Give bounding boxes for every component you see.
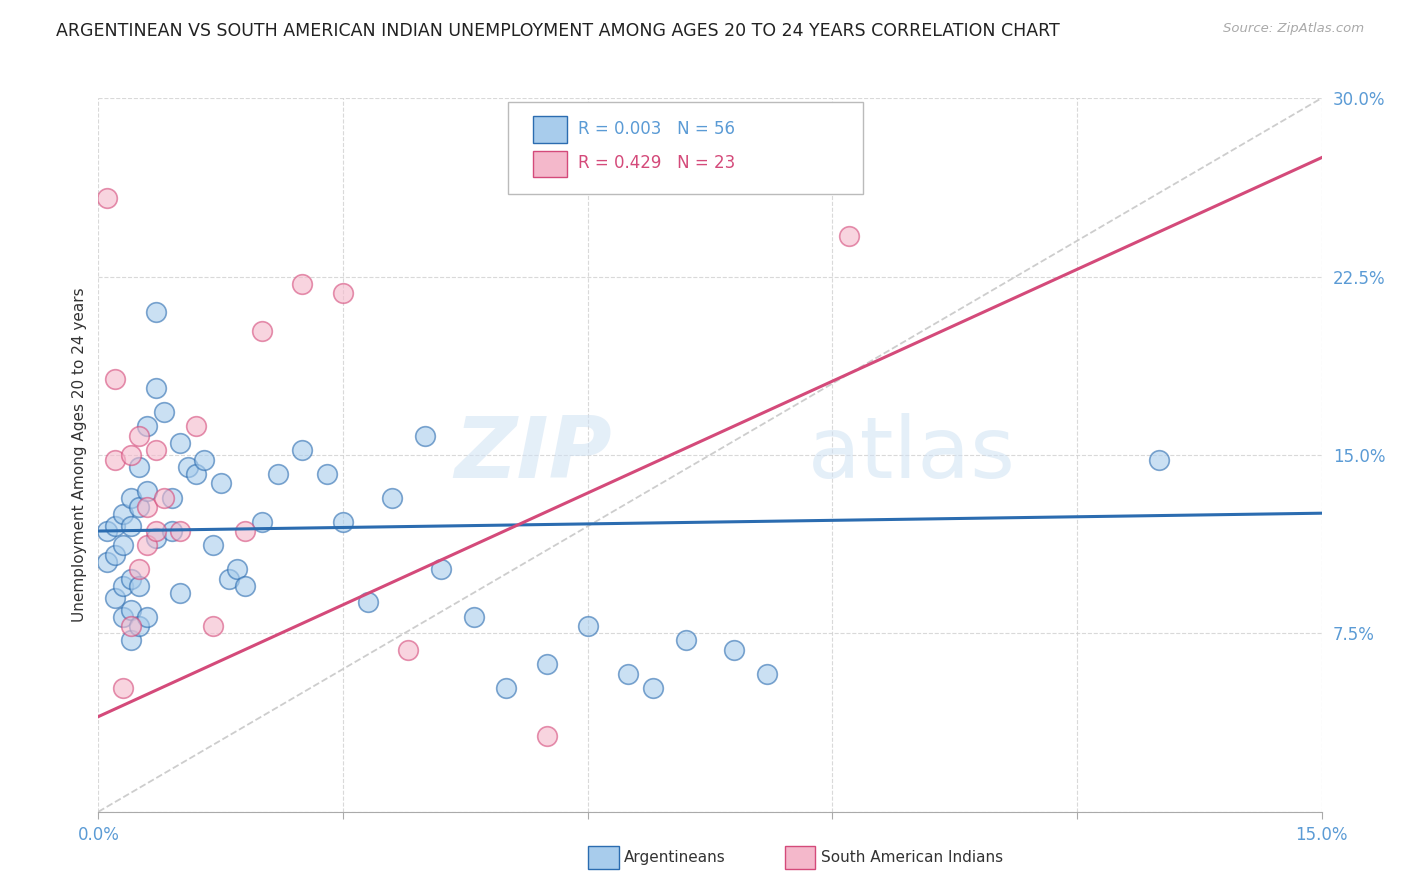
Point xyxy=(250,324,273,338)
Point xyxy=(128,619,150,633)
Point xyxy=(233,524,256,538)
Point xyxy=(177,459,200,474)
Point xyxy=(250,515,273,529)
Point xyxy=(169,436,191,450)
Point xyxy=(136,419,159,434)
Point xyxy=(576,619,599,633)
Point xyxy=(104,372,127,386)
Point xyxy=(267,467,290,481)
Point xyxy=(169,524,191,538)
Point xyxy=(120,519,142,533)
Point xyxy=(120,572,142,586)
Point xyxy=(145,531,167,545)
Point xyxy=(201,619,224,633)
Point xyxy=(160,491,183,505)
Text: R = 0.003   N = 56: R = 0.003 N = 56 xyxy=(578,120,735,137)
Point xyxy=(617,666,640,681)
Point xyxy=(120,491,142,505)
Point xyxy=(396,643,419,657)
Point xyxy=(495,681,517,695)
FancyBboxPatch shape xyxy=(533,116,567,143)
Point xyxy=(145,524,167,538)
Point xyxy=(641,681,664,695)
Point xyxy=(152,491,174,505)
Text: atlas: atlas xyxy=(808,413,1017,497)
Text: R = 0.429   N = 23: R = 0.429 N = 23 xyxy=(578,154,735,172)
Point xyxy=(111,609,134,624)
Point xyxy=(128,500,150,515)
Point xyxy=(104,452,127,467)
FancyBboxPatch shape xyxy=(508,102,863,194)
FancyBboxPatch shape xyxy=(533,151,567,178)
Point xyxy=(96,524,118,538)
Point xyxy=(536,729,558,743)
Text: ZIP: ZIP xyxy=(454,413,612,497)
Point xyxy=(111,508,134,522)
Text: Argentineans: Argentineans xyxy=(624,850,725,864)
Point xyxy=(120,633,142,648)
Point xyxy=(120,448,142,462)
Point xyxy=(1147,452,1170,467)
Point xyxy=(332,515,354,529)
Point xyxy=(463,609,485,624)
Point xyxy=(291,443,314,458)
Point xyxy=(169,586,191,600)
Point xyxy=(332,286,354,301)
Point xyxy=(111,681,134,695)
Point xyxy=(96,191,118,205)
Point xyxy=(128,459,150,474)
Point xyxy=(356,595,378,609)
Point xyxy=(111,579,134,593)
Point xyxy=(120,602,142,616)
Point xyxy=(104,548,127,562)
Point xyxy=(160,524,183,538)
Point xyxy=(186,419,208,434)
Point xyxy=(145,381,167,395)
Point xyxy=(152,405,174,419)
Text: Source: ZipAtlas.com: Source: ZipAtlas.com xyxy=(1223,22,1364,36)
Point xyxy=(145,443,167,458)
Point xyxy=(136,609,159,624)
Point xyxy=(136,483,159,498)
Y-axis label: Unemployment Among Ages 20 to 24 years: Unemployment Among Ages 20 to 24 years xyxy=(72,287,87,623)
Point xyxy=(120,619,142,633)
Point xyxy=(128,562,150,576)
Point xyxy=(838,229,860,244)
Point xyxy=(756,666,779,681)
Point xyxy=(723,643,745,657)
Point xyxy=(381,491,404,505)
Point xyxy=(104,591,127,605)
Point xyxy=(104,519,127,533)
Point xyxy=(186,467,208,481)
Point xyxy=(226,562,249,576)
Point xyxy=(201,538,224,552)
Point xyxy=(233,579,256,593)
Point xyxy=(413,429,436,443)
Point xyxy=(96,555,118,569)
Point xyxy=(315,467,337,481)
Text: ARGENTINEAN VS SOUTH AMERICAN INDIAN UNEMPLOYMENT AMONG AGES 20 TO 24 YEARS CORR: ARGENTINEAN VS SOUTH AMERICAN INDIAN UNE… xyxy=(56,22,1060,40)
Point xyxy=(430,562,453,576)
Point xyxy=(209,476,232,491)
Point xyxy=(128,579,150,593)
Point xyxy=(218,572,240,586)
Point xyxy=(675,633,697,648)
Text: South American Indians: South American Indians xyxy=(821,850,1004,864)
Point xyxy=(136,500,159,515)
Point xyxy=(128,429,150,443)
Point xyxy=(193,452,215,467)
Point xyxy=(111,538,134,552)
Point xyxy=(145,305,167,319)
Point xyxy=(291,277,314,291)
Point xyxy=(536,657,558,672)
Point xyxy=(136,538,159,552)
